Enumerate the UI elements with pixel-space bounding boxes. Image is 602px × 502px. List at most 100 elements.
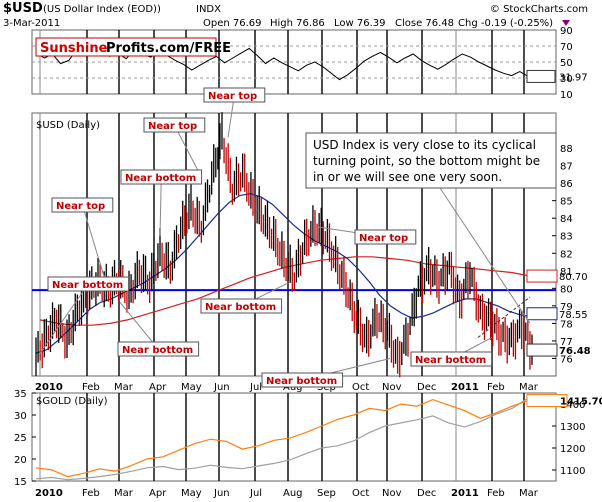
annotation-pointer (39, 283, 89, 354)
stockcharts-watermark: © StockCharts.com (490, 4, 588, 15)
annotation-pointer (173, 124, 201, 175)
gold-right-tick-label: 1200 (560, 444, 585, 455)
price-x-tick-label: Mar (114, 382, 134, 393)
gold-panel-title: $GOLD (Daily) (36, 396, 108, 407)
price-x-tick-label: Jun (213, 382, 230, 393)
price-x-tick-label: 2010 (35, 382, 63, 393)
gold-last-value-label: 1415.70 (560, 397, 602, 408)
price-y-tick-label: 87 (560, 162, 573, 173)
rsi-y-tick-label: 10 (560, 90, 573, 101)
annotation-layer: Near top Near top Near bottom Near top Near … (39, 87, 531, 388)
gold-left-tick-label: 25 (14, 433, 27, 444)
header-open: Open 76.69 (203, 18, 262, 29)
commentary-pointer (439, 187, 531, 324)
gold-last-value-box (526, 394, 568, 408)
gold-x-tick-label: 2011 (451, 488, 479, 499)
price-last-value-box (526, 343, 558, 357)
header-exchange: INDX (196, 4, 221, 15)
long-moving-average (39, 256, 531, 326)
gold-right-tick-label: 1100 (560, 466, 585, 477)
rsi-last-value-label: 31.97 (559, 72, 588, 83)
gold-right-tick-label: 1400 (560, 400, 585, 411)
gold-x-tick-label: Apr (149, 488, 167, 499)
header-close: Close 76.48 (395, 18, 454, 29)
annotation-box (203, 87, 266, 103)
annotation-label: Near bottom (205, 302, 276, 313)
annotation-pointer (159, 176, 162, 236)
gold-x-tick-label: Sep (317, 488, 336, 499)
annotation-label: Near top (359, 233, 408, 244)
rsi-y-tick-label: 90 (560, 26, 573, 37)
annotation-label: Near bottom (122, 345, 193, 356)
annotation-label: Near bottom (52, 280, 123, 291)
gold-left-tick-label: 30 (14, 411, 27, 422)
gold-left-tick-label: 15 (14, 477, 27, 488)
gold-x-tick-label: Aug (283, 488, 303, 499)
annotation-box (47, 276, 130, 292)
gold-layer: 35 30 25 20 15 1400 1300 1200 1100 1415.70 (14, 389, 602, 488)
price-x-tick-label: Mar (519, 382, 539, 393)
annotation-label: Near bottom (266, 376, 337, 387)
annotation-label: Near top (56, 201, 105, 212)
price-x-tick-label: Dec (417, 382, 436, 393)
price-y-tick-label: 80 (560, 284, 573, 295)
gold-x-tick-label: Feb (487, 488, 505, 499)
rsi-y-tick-label: 30 (560, 74, 573, 85)
annotation-box (120, 169, 203, 185)
rsi-y-tick-label: 70 (560, 42, 573, 53)
price-x-tick-label: Oct (352, 382, 369, 393)
header-high: High 76.86 (270, 18, 325, 29)
annotation-box (261, 372, 344, 388)
price-last-value-box (526, 269, 558, 283)
price-x-tick-label: 2011 (451, 382, 479, 393)
logo-word-profits: Profits.com/FREE (106, 41, 231, 56)
gold-x-tick-label: 2010 (35, 488, 63, 499)
logo-word-sunshine: Sunshine (40, 41, 108, 56)
price-y-tick-label: 83 (560, 232, 573, 243)
gold-left-tick-label: 35 (14, 389, 27, 400)
price-x-tick-label: Jul (249, 382, 262, 393)
gold-x-tick-label: Feb (82, 488, 100, 499)
gold-x-tick-label: Nov (382, 488, 402, 499)
price-y-tick-label: 88 (560, 144, 573, 155)
gold-right-tick-label: 1300 (560, 422, 585, 433)
down-arrow-icon (562, 20, 570, 26)
price-panel-title: $USD (Daily) (36, 120, 100, 131)
commentary-line-3: in or we will see one very soon. (313, 170, 502, 184)
commentary-line-1: USD Index is very close to its cyclical (313, 138, 536, 152)
annotation-box (117, 341, 200, 357)
price-y-tick-label: 86 (560, 179, 573, 190)
commentary-line-2: turning point, so the bottom might be (313, 154, 540, 168)
price-x-tick-label: May (181, 382, 202, 393)
annotation-box (51, 197, 114, 213)
header-name: (US Dollar Index (EOD)) (43, 4, 161, 15)
annotation-box (354, 229, 417, 245)
price-last-value-box (526, 307, 558, 321)
price-y-tick-label: 81 (560, 267, 573, 278)
header-symbol: $USD (3, 1, 43, 16)
gold-x-tick-label: Dec (417, 488, 436, 499)
rsi-last-value-box (526, 69, 556, 83)
price-y-tick-label: 76 (560, 354, 573, 365)
annotation-pointer (81, 204, 106, 280)
gold-x-tick-label: Jun (213, 488, 230, 499)
price-x-tick-label: Feb (487, 382, 505, 393)
gold-left-tick-label: 20 (14, 455, 27, 466)
gold-x-tick-label: Mar (519, 488, 539, 499)
price-x-tick-label: Feb (82, 382, 100, 393)
sunshine-logo (35, 37, 217, 57)
gold-x-tick-label: Oct (352, 488, 369, 499)
price-last-value-label: 78.55 (559, 310, 588, 321)
annotation-box (410, 351, 493, 367)
commentary-box (305, 132, 557, 189)
price-y-tick-label: 85 (560, 197, 573, 208)
rsi-y-tick-label: 50 (560, 58, 573, 69)
price-last-value-label: 80.70 (559, 272, 588, 283)
annotation-label: Near top (148, 121, 197, 132)
price-last-value-label: 76.48 (559, 346, 591, 357)
annotation-pointer (119, 302, 159, 350)
price-y-tick-label: 79 (560, 302, 573, 313)
gold-x-tick-label: Jul (249, 488, 262, 499)
annotation-box (200, 298, 283, 314)
